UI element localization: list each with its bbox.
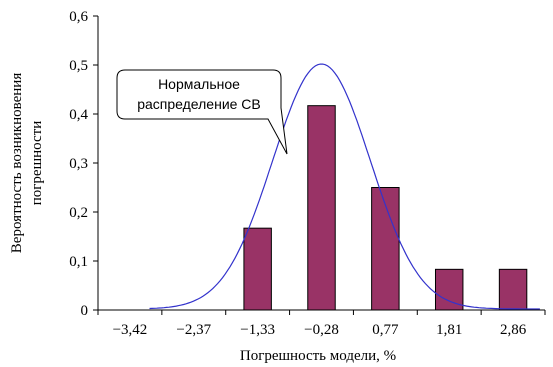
x-tick-label: −2,37 xyxy=(176,322,211,338)
callout-line-1: Нормальное xyxy=(158,76,240,92)
x-tick-label: 1,81 xyxy=(436,322,462,338)
y-tick-label: 0,2 xyxy=(69,205,88,221)
y-axis-title-line-2: погрешности xyxy=(29,121,45,206)
callout-box xyxy=(116,69,288,155)
histogram-bar xyxy=(243,227,272,311)
bars-group xyxy=(243,105,528,311)
x-tick-label: 0,77 xyxy=(372,322,399,338)
y-tick-label: 0,1 xyxy=(69,254,88,270)
y-tick-label: 0,4 xyxy=(69,107,88,123)
y-tick-label: 0 xyxy=(81,303,89,319)
histogram-bar xyxy=(498,268,528,311)
y-axis-ticks: 0 0,1 0,2 0,3 0,4 0,5 0,6 xyxy=(69,9,98,319)
x-tick-label: −0,28 xyxy=(304,322,339,338)
y-axis-title-line-1: Вероятность возникновения xyxy=(9,73,25,254)
x-axis-ticks: −3,42 −2,37 −1,33 −0,28 0,77 1,81 2,86 xyxy=(97,310,546,338)
y-tick-label: 0,6 xyxy=(69,9,88,25)
normal-distribution-curve xyxy=(149,63,540,310)
x-tick-label: −3,42 xyxy=(113,322,148,338)
histogram-bar xyxy=(434,268,464,311)
x-tick-label: 2,86 xyxy=(500,322,527,338)
callout-annotation: Нормальное распределение СВ xyxy=(116,69,288,155)
y-tick-label: 0,5 xyxy=(69,58,88,74)
callout-line-2: распределение СВ xyxy=(137,96,261,112)
histogram-bar xyxy=(371,187,400,311)
x-axis-title: Погрешность модели, % xyxy=(240,348,396,364)
y-tick-label: 0,3 xyxy=(69,156,88,172)
x-tick-label: −1,33 xyxy=(240,322,275,338)
histogram-bar xyxy=(307,105,336,311)
